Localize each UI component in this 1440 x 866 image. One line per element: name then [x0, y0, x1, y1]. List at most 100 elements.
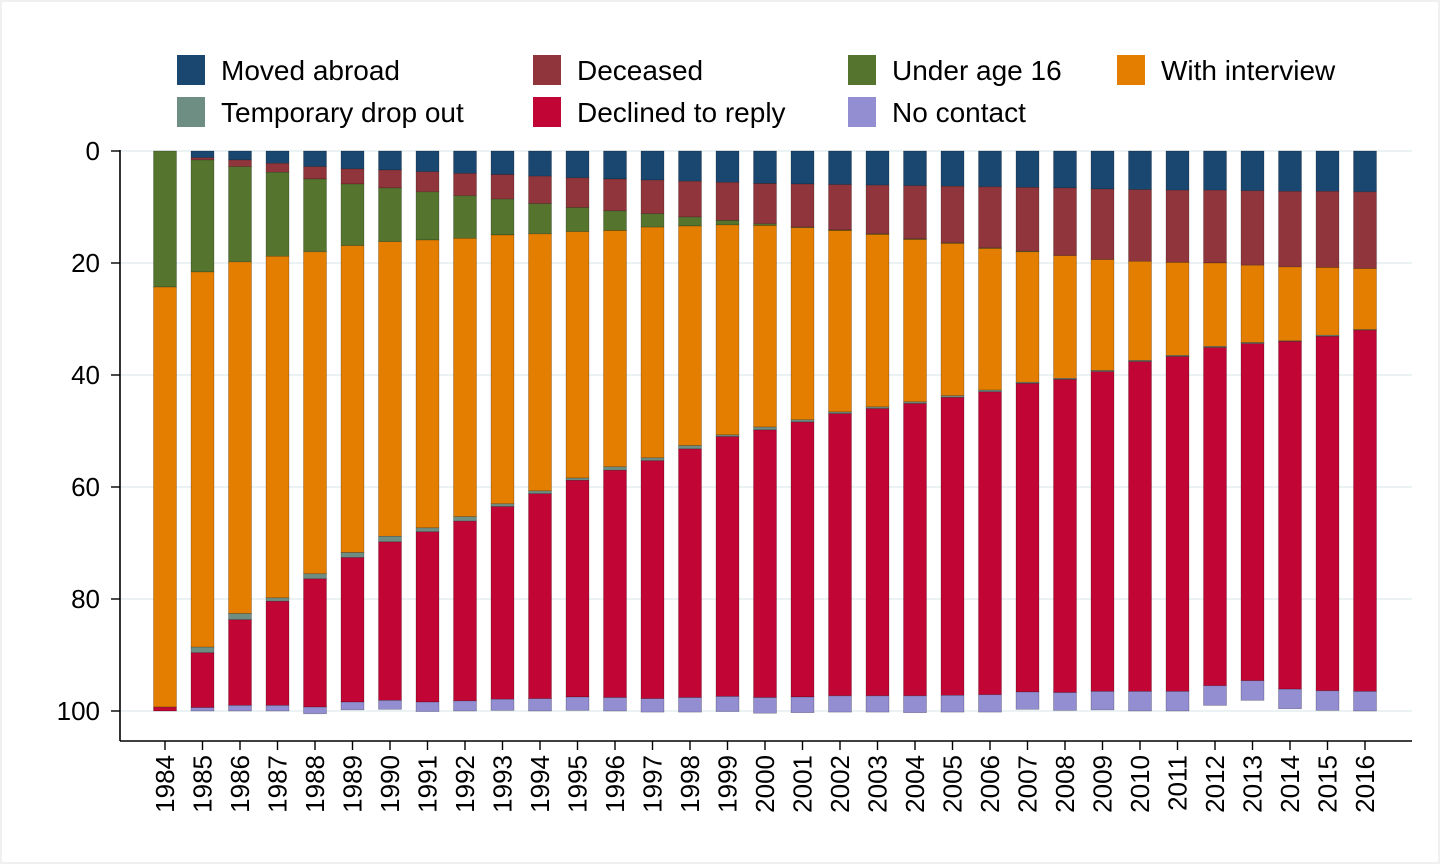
bar-1992-declined-to-reply	[454, 521, 477, 701]
bar-1996-moved-abroad	[604, 151, 627, 179]
bar-2016-moved-abroad	[1354, 151, 1377, 192]
bar-2002-moved-abroad	[829, 151, 852, 185]
bar-2009-declined-to-reply	[1091, 372, 1114, 692]
bar-2008-declined-to-reply	[1054, 379, 1077, 692]
bar-2005-moved-abroad	[941, 151, 964, 186]
bar-1997-with-interview	[641, 227, 664, 458]
bar-2013-declined-to-reply	[1241, 344, 1264, 681]
bar-1992-no-contact	[454, 701, 477, 711]
bar-2010-with-interview	[1129, 261, 1152, 360]
x-tick-label: 1993	[488, 755, 518, 813]
bar-2013-deceased	[1241, 191, 1264, 265]
bar-2016-with-interview	[1354, 269, 1377, 330]
bar-2006-no-contact	[979, 695, 1002, 712]
bar-1990-no-contact	[379, 700, 402, 709]
bar-1991-moved-abroad	[416, 151, 439, 172]
bar-1995-declined-to-reply	[566, 480, 589, 697]
bar-2003-moved-abroad	[866, 151, 889, 185]
bar-1991-no-contact	[416, 702, 439, 712]
bar-2012-declined-to-reply	[1204, 348, 1227, 686]
bar-1993-under-age-16	[491, 199, 514, 235]
bar-1998-temporary-drop-out	[679, 446, 702, 449]
bar-2011-with-interview	[1166, 262, 1189, 355]
bar-2007-moved-abroad	[1016, 151, 1039, 187]
x-tick-label: 1992	[450, 755, 480, 813]
x-tick-label: 2006	[975, 755, 1005, 813]
bar-1988-declined-to-reply	[304, 579, 327, 707]
bar-2000-declined-to-reply	[754, 430, 777, 698]
bar-1987-moved-abroad	[266, 151, 289, 163]
bar-1988-moved-abroad	[304, 151, 327, 167]
bar-2013-no-contact	[1241, 681, 1264, 701]
bar-2001-declined-to-reply	[791, 422, 814, 697]
bar-1986-moved-abroad	[229, 151, 252, 160]
bar-1988-deceased	[304, 167, 327, 179]
bar-1991-declined-to-reply	[416, 532, 439, 702]
bar-1993-moved-abroad	[491, 151, 514, 175]
bar-1999-moved-abroad	[716, 151, 739, 182]
x-tick-label: 2010	[1125, 755, 1155, 813]
bar-1995-moved-abroad	[566, 151, 589, 178]
bar-1989-deceased	[341, 169, 364, 184]
bar-2004-moved-abroad	[904, 151, 927, 186]
bar-1996-deceased	[604, 179, 627, 211]
bar-2001-temporary-drop-out	[791, 420, 814, 422]
x-tick-label: 2016	[1350, 755, 1380, 813]
bar-1985-moved-abroad	[191, 151, 214, 158]
bar-2009-no-contact	[1091, 691, 1114, 709]
bar-1986-deceased	[229, 160, 252, 167]
x-tick-label: 2004	[900, 755, 930, 813]
bar-2014-moved-abroad	[1279, 151, 1302, 191]
bar-2011-declined-to-reply	[1166, 357, 1189, 692]
x-tick-label: 2012	[1200, 755, 1230, 813]
bar-2001-with-interview	[791, 228, 814, 420]
bar-1998-deceased	[679, 181, 702, 217]
bar-1998-moved-abroad	[679, 151, 702, 181]
bars-layer	[154, 151, 1377, 714]
bar-2009-with-interview	[1091, 260, 1114, 371]
x-tick-label: 1989	[338, 755, 368, 813]
bar-1997-under-age-16	[641, 214, 664, 227]
bar-2009-deceased	[1091, 189, 1114, 260]
x-tick-label: 2011	[1163, 755, 1193, 811]
bar-2016-no-contact	[1354, 691, 1377, 711]
bar-2006-deceased	[979, 187, 1002, 248]
bar-1990-with-interview	[379, 242, 402, 537]
x-tick-label: 2003	[863, 755, 893, 813]
x-tick-label: 2008	[1050, 755, 1080, 813]
y-tick-label: 100	[57, 696, 100, 726]
bar-1984-under-age-16	[154, 151, 177, 287]
y-tick-label: 80	[71, 584, 100, 614]
x-tick-label: 1999	[713, 755, 743, 813]
bar-1992-moved-abroad	[454, 151, 477, 173]
bar-1990-temporary-drop-out	[379, 536, 402, 542]
bar-1999-deceased	[716, 182, 739, 220]
bar-2005-deceased	[941, 186, 964, 243]
bar-2010-deceased	[1129, 190, 1152, 262]
bar-2002-deceased	[829, 185, 852, 230]
bar-2008-with-interview	[1054, 256, 1077, 379]
legend-label-under-age-16: Under age 16	[892, 55, 1062, 86]
bar-2000-temporary-drop-out	[754, 427, 777, 430]
bar-1985-temporary-drop-out	[191, 647, 214, 653]
x-tick-label: 1990	[375, 755, 405, 813]
bar-2002-with-interview	[829, 231, 852, 412]
bar-1994-under-age-16	[529, 204, 552, 234]
bar-2009-moved-abroad	[1091, 151, 1114, 189]
bar-1994-temporary-drop-out	[529, 491, 552, 494]
legend-label-with-interview: With interview	[1161, 55, 1336, 86]
bar-2000-no-contact	[754, 698, 777, 714]
bar-1986-declined-to-reply	[229, 620, 252, 706]
x-tick-label: 1985	[188, 755, 218, 813]
bar-2013-with-interview	[1241, 265, 1264, 342]
bar-1989-with-interview	[341, 246, 364, 553]
bar-2005-no-contact	[941, 695, 964, 712]
bar-1989-under-age-16	[341, 184, 364, 246]
x-tick-label: 2001	[788, 755, 818, 813]
bar-2016-declined-to-reply	[1354, 330, 1377, 691]
bar-1996-with-interview	[604, 231, 627, 467]
bar-2015-no-contact	[1316, 691, 1339, 711]
x-tick-label: 2013	[1238, 755, 1268, 813]
bar-2000-moved-abroad	[754, 151, 777, 183]
x-tick-label: 1987	[263, 755, 293, 813]
